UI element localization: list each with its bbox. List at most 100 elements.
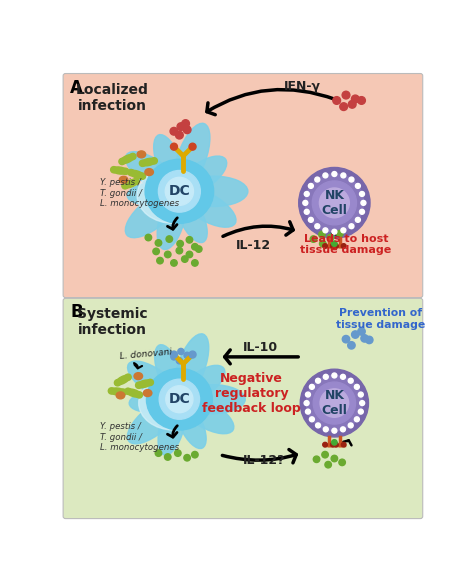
Circle shape bbox=[305, 409, 310, 414]
Circle shape bbox=[333, 97, 341, 104]
Circle shape bbox=[136, 382, 142, 389]
Ellipse shape bbox=[179, 384, 245, 414]
Text: Leads to host
tissue damage: Leads to host tissue damage bbox=[301, 234, 392, 255]
Circle shape bbox=[171, 143, 177, 150]
Circle shape bbox=[332, 241, 337, 247]
Circle shape bbox=[337, 231, 343, 237]
Circle shape bbox=[171, 354, 177, 360]
Ellipse shape bbox=[179, 176, 248, 207]
Circle shape bbox=[114, 380, 121, 386]
Circle shape bbox=[155, 450, 162, 456]
Circle shape bbox=[306, 375, 362, 431]
Circle shape bbox=[320, 389, 349, 417]
Circle shape bbox=[191, 451, 198, 458]
Circle shape bbox=[332, 440, 337, 445]
Ellipse shape bbox=[109, 388, 126, 395]
Circle shape bbox=[340, 103, 347, 110]
Circle shape bbox=[139, 173, 146, 180]
Circle shape bbox=[125, 374, 131, 380]
Text: NK
Cell: NK Cell bbox=[321, 389, 347, 417]
Circle shape bbox=[319, 241, 326, 247]
Circle shape bbox=[365, 336, 373, 343]
Circle shape bbox=[358, 392, 363, 397]
Circle shape bbox=[170, 127, 178, 135]
Ellipse shape bbox=[178, 156, 227, 194]
Circle shape bbox=[304, 400, 309, 406]
Circle shape bbox=[358, 409, 363, 414]
Ellipse shape bbox=[155, 345, 184, 400]
Circle shape bbox=[182, 256, 188, 262]
Text: Y. pestis /
T. gondii /
L. monocytogenes: Y. pestis / T. gondii / L. monocytogenes bbox=[100, 178, 179, 208]
Circle shape bbox=[313, 382, 356, 424]
Circle shape bbox=[304, 191, 309, 197]
Circle shape bbox=[184, 352, 190, 359]
Ellipse shape bbox=[146, 369, 212, 430]
Ellipse shape bbox=[139, 376, 209, 430]
Ellipse shape bbox=[127, 182, 179, 205]
Circle shape bbox=[299, 167, 370, 238]
Circle shape bbox=[351, 95, 359, 103]
Circle shape bbox=[177, 123, 185, 130]
Circle shape bbox=[330, 443, 335, 447]
Circle shape bbox=[110, 167, 117, 173]
Circle shape bbox=[159, 379, 200, 419]
FancyBboxPatch shape bbox=[63, 298, 423, 518]
Circle shape bbox=[340, 427, 346, 432]
Ellipse shape bbox=[154, 134, 184, 191]
Ellipse shape bbox=[128, 361, 181, 402]
Circle shape bbox=[136, 392, 143, 398]
Circle shape bbox=[360, 400, 365, 406]
Circle shape bbox=[191, 244, 198, 250]
Ellipse shape bbox=[123, 179, 138, 188]
Circle shape bbox=[323, 228, 328, 233]
Circle shape bbox=[191, 259, 198, 266]
Circle shape bbox=[329, 242, 336, 248]
Circle shape bbox=[316, 378, 320, 383]
Circle shape bbox=[171, 259, 177, 266]
Circle shape bbox=[332, 230, 337, 234]
Circle shape bbox=[330, 244, 335, 248]
Circle shape bbox=[119, 158, 125, 164]
Circle shape bbox=[356, 184, 360, 188]
Circle shape bbox=[342, 336, 350, 343]
Text: DC: DC bbox=[168, 184, 190, 198]
Ellipse shape bbox=[145, 159, 214, 224]
Circle shape bbox=[166, 386, 193, 413]
Ellipse shape bbox=[179, 187, 236, 227]
Circle shape bbox=[315, 177, 320, 182]
Circle shape bbox=[182, 120, 190, 127]
Circle shape bbox=[355, 384, 359, 389]
Circle shape bbox=[323, 244, 328, 248]
Circle shape bbox=[175, 131, 183, 139]
Ellipse shape bbox=[116, 392, 125, 399]
Circle shape bbox=[357, 97, 365, 104]
Circle shape bbox=[122, 183, 128, 189]
Circle shape bbox=[348, 423, 353, 428]
Text: Y. pestis /
T. gondii /
L. monocytogenes: Y. pestis / T. gondii / L. monocytogenes bbox=[100, 422, 179, 452]
Circle shape bbox=[319, 231, 325, 238]
Circle shape bbox=[309, 184, 313, 188]
Ellipse shape bbox=[175, 191, 207, 242]
Circle shape bbox=[178, 349, 184, 355]
Ellipse shape bbox=[174, 334, 209, 400]
Circle shape bbox=[332, 171, 337, 177]
Circle shape bbox=[348, 342, 355, 349]
Text: Localized
infection: Localized infection bbox=[75, 83, 148, 113]
Circle shape bbox=[341, 228, 346, 233]
Circle shape bbox=[352, 331, 359, 338]
Circle shape bbox=[339, 459, 346, 465]
Circle shape bbox=[184, 454, 191, 461]
Circle shape bbox=[195, 246, 202, 252]
Circle shape bbox=[341, 443, 346, 447]
Text: Prevention of
tissue damage: Prevention of tissue damage bbox=[336, 308, 426, 330]
Circle shape bbox=[189, 351, 196, 358]
Circle shape bbox=[349, 177, 354, 182]
Circle shape bbox=[322, 451, 328, 458]
Circle shape bbox=[310, 417, 314, 422]
Circle shape bbox=[183, 126, 191, 134]
Ellipse shape bbox=[115, 375, 130, 385]
Ellipse shape bbox=[175, 399, 206, 448]
Circle shape bbox=[303, 200, 308, 205]
Circle shape bbox=[323, 173, 328, 178]
Ellipse shape bbox=[173, 123, 210, 192]
